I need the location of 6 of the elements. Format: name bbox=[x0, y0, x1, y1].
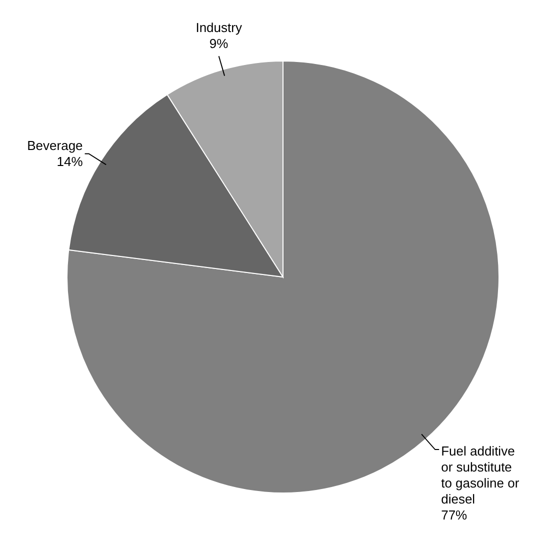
data-label: 14% bbox=[56, 154, 84, 169]
slice-label: Beverage bbox=[27, 138, 83, 153]
slice-label: Industry bbox=[196, 20, 242, 36]
slice-label: Fuel additive or substitute to gasoline or diesel bbox=[441, 444, 520, 507]
data-label: 77% bbox=[441, 508, 468, 523]
data-label: 9% bbox=[209, 36, 229, 52]
